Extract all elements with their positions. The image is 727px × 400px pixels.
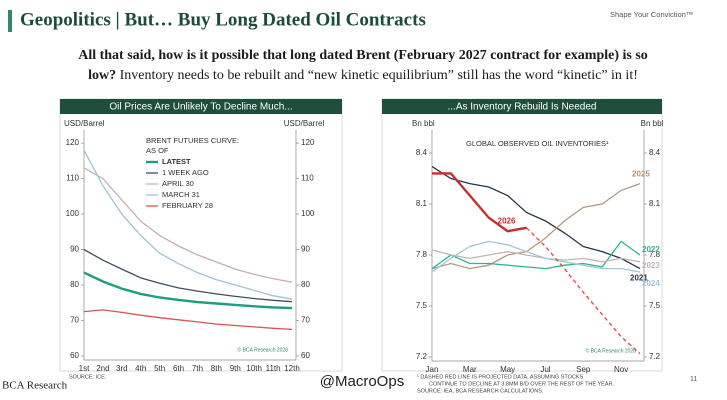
y-tick-label: 80: [70, 280, 79, 289]
x-tick-label: Sep: [576, 365, 591, 374]
series-line: [431, 240, 641, 270]
series-label: 2021: [630, 274, 648, 283]
x-tick-label: 7th: [192, 364, 203, 373]
legend-label: LATEST: [162, 157, 191, 166]
series-line: [526, 227, 641, 355]
series-line: [431, 249, 641, 263]
series-line: [431, 240, 641, 273]
y2-tick-label: 7.2: [649, 352, 661, 361]
legend-title: AS OF: [146, 146, 169, 155]
y-tick-label: 120: [66, 138, 80, 147]
tagline: Shape Your Conviction™: [610, 10, 693, 19]
series-line: [431, 182, 641, 270]
y-tick-label: 70: [70, 316, 79, 325]
y-axis-label: USD/Barrel: [64, 119, 105, 128]
panel-title: ...As Inventory Rebuild Is Needed: [448, 102, 597, 113]
title-accent: [8, 10, 12, 32]
series-line: [431, 166, 641, 270]
y-tick-label: 7.8: [416, 250, 428, 259]
y-tick-label: 7.5: [416, 301, 428, 310]
y-tick-label: 8.4: [416, 148, 428, 157]
y2-tick-label: 8.4: [649, 148, 661, 157]
series-label: 2024: [642, 279, 660, 288]
series-line: [83, 167, 293, 283]
watermark: @MacroOps: [320, 373, 404, 390]
x-tick-label: May: [500, 365, 515, 374]
series-line: [83, 309, 293, 331]
y-tick-label: 7.2: [416, 352, 428, 361]
y2-tick-label: 100: [301, 209, 315, 218]
note: SOURCE: IEA, BCA RESEARCH CALCULATIONS.: [417, 388, 544, 394]
y-axis-label: Bn bbl: [412, 119, 435, 128]
legend-label: FEBRUARY 28: [162, 201, 213, 210]
x-tick-label: 11th: [266, 364, 281, 373]
y2-tick-label: 70: [301, 316, 310, 325]
subheading-bold: low?: [88, 68, 116, 83]
series-line: [83, 271, 293, 310]
x-tick-label: 4th: [135, 364, 146, 373]
y2-axis-label: USD/Barrel: [284, 119, 325, 128]
legend-title: BRENT FUTURES CURVE:: [146, 136, 239, 145]
y2-tick-label: 60: [301, 351, 310, 360]
y-tick-label: 8.1: [416, 199, 428, 208]
subheading-line-2: low? Inventory needs to be rebuilt and “…: [88, 68, 638, 83]
x-tick-label: 5th: [154, 364, 165, 373]
x-tick-label: 6th: [173, 364, 184, 373]
series-line: [83, 248, 293, 303]
y-tick-label: 60: [70, 351, 79, 360]
series-label: 2022: [642, 245, 660, 254]
page-number: 11: [690, 376, 697, 383]
legend-label: MARCH 31: [162, 190, 200, 199]
series-label: 2026: [498, 216, 516, 225]
x-tick-label: Mar: [463, 365, 477, 374]
subheading-line-1: All that said, how is it possible that l…: [78, 48, 648, 63]
panel-title-bar: [60, 99, 342, 114]
subheading-normal: Inventory needs to be rebuilt and “new k…: [116, 68, 638, 83]
y2-tick-label: 7.5: [649, 301, 661, 310]
x-tick-label: Jan: [426, 365, 439, 374]
x-tick-label: 8th: [211, 364, 222, 373]
legend-label: APRIL 30: [162, 179, 194, 188]
x-tick-label: 2nd: [96, 364, 109, 373]
y-tick-label: 100: [66, 209, 80, 218]
y2-tick-label: 80: [301, 280, 310, 289]
x-tick-label: 12th: [284, 364, 300, 373]
credit: © BCA Research 2026: [238, 346, 289, 353]
credit: © BCA Research 2026: [586, 347, 637, 354]
y2-tick-label: 7.8: [649, 250, 661, 259]
y-tick-label: 110: [66, 174, 79, 183]
series-line: [83, 149, 293, 300]
series-label: 2025: [632, 170, 650, 179]
y2-axis-label: Bn bbl: [641, 119, 664, 128]
x-tick-label: 1st: [79, 364, 90, 373]
x-tick-label: 10th: [246, 364, 262, 373]
note: CONTINUE TO DECLINE AT 3.8MM B/D OVER TH…: [429, 381, 614, 387]
slide-title: Geopolitics | But… Buy Long Dated Oil Co…: [20, 9, 426, 30]
y2-tick-label: 120: [301, 138, 315, 147]
y2-tick-label: 110: [301, 174, 314, 183]
y-tick-label: 90: [70, 245, 79, 254]
x-tick-label: 3rd: [116, 364, 128, 373]
inner-title: GLOBAL OBSERVED OIL INVENTORIES¹: [466, 139, 609, 148]
x-tick-label: Jul: [540, 365, 550, 374]
panel-title: Oil Prices Are Unlikely To Decline Much.…: [109, 102, 292, 113]
note: SOURCE: ICE.: [69, 374, 107, 380]
logo: BCΑ Research: [2, 380, 68, 392]
x-tick-label: 9th: [230, 364, 241, 373]
y2-tick-label: 8.1: [649, 199, 661, 208]
x-tick-label: Nov: [614, 365, 628, 374]
legend-label: 1 WEEK AGO: [162, 168, 209, 177]
series-line: [432, 172, 527, 233]
note: ¹ DASHED RED LINE IS PROJECTED DATA, ASS…: [417, 374, 584, 380]
y2-tick-label: 90: [301, 245, 310, 254]
panel-title-bar: [382, 99, 662, 114]
series-label: 2023: [642, 261, 660, 270]
